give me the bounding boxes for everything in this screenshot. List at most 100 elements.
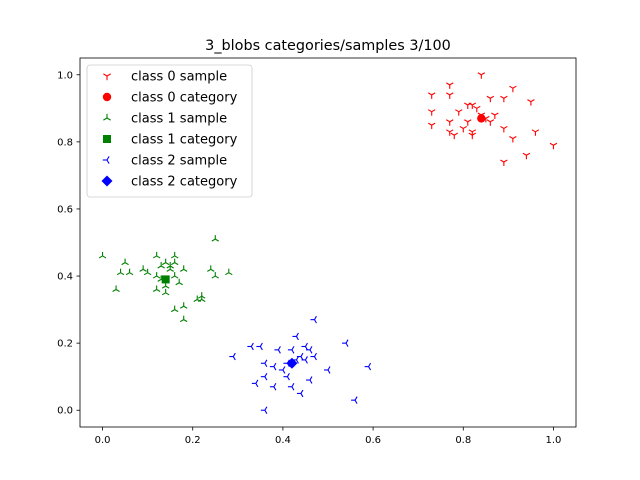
y-tick-label-5: 1.0	[57, 70, 73, 81]
series-2-point-6	[166, 261, 174, 269]
series-2-point-23	[112, 285, 120, 292]
series-2-point-29	[179, 302, 188, 309]
series-0-point-9	[468, 102, 477, 109]
series-4-point-24	[251, 379, 259, 388]
series-0-point-19	[427, 122, 436, 130]
series-0-point-21	[500, 125, 508, 133]
series-0-point-13	[491, 112, 499, 120]
series-2-point-10	[179, 265, 188, 272]
x-tick-label-1: 0.2	[185, 435, 201, 446]
series-2-point-17	[211, 272, 220, 279]
series-0-point-20	[459, 125, 468, 133]
series-4-point-7	[287, 346, 295, 354]
series-2-point-24	[152, 285, 161, 292]
series-4-point-2	[342, 339, 349, 347]
series-2-point-3	[170, 251, 179, 259]
series-2-point-8	[157, 261, 165, 269]
x-tick-label-4: 0.8	[455, 435, 471, 446]
series-0-point-3	[427, 92, 436, 99]
legend-marker-1	[102, 92, 112, 102]
series-4-point-6	[274, 346, 281, 354]
series-1-point-0	[477, 114, 486, 123]
x-tick-label-3: 0.6	[365, 435, 381, 446]
series-0-point-16	[446, 119, 454, 126]
series-0-point-17	[464, 119, 472, 126]
series-2-point-14	[166, 265, 174, 272]
series-4-point-10	[229, 352, 236, 361]
series-0-point-0	[477, 72, 486, 79]
series-2-point-2	[152, 251, 161, 259]
series-4-point-27	[296, 389, 304, 398]
series-1	[477, 114, 486, 123]
series-0	[427, 72, 558, 166]
series-0-point-2	[509, 85, 517, 93]
legend-marker-4	[102, 156, 110, 164]
series-3	[161, 275, 170, 284]
series-2-point-4	[121, 258, 129, 266]
series-4-point-28	[351, 396, 358, 404]
series-4-point-17	[278, 366, 286, 374]
series-4-point-9	[310, 352, 317, 361]
x-tick-label-2: 0.4	[275, 435, 291, 446]
series-0-point-29	[522, 152, 531, 160]
series-4	[229, 315, 372, 414]
series-2-point-16	[225, 268, 233, 276]
legend-label-3: class 1 category	[131, 133, 238, 148]
series-0-point-10	[473, 105, 481, 113]
series-0-point-22	[531, 129, 540, 136]
series-2-point-5	[161, 258, 170, 266]
series-4-point-19	[324, 366, 331, 374]
series-2-point-1	[98, 251, 107, 259]
series-2-point-28	[198, 295, 206, 303]
series-2-point-12	[125, 268, 134, 276]
series-4-point-1	[292, 332, 299, 341]
series-4-point-0	[310, 315, 317, 324]
legend-label-1: class 0 category	[131, 91, 238, 106]
legend-label-5: class 2 category	[131, 175, 238, 190]
series-2-point-25	[161, 288, 170, 296]
series-4-point-25	[269, 383, 277, 391]
series-4-point-4	[256, 342, 263, 351]
series-0-point-7	[527, 99, 535, 106]
series-0-point-12	[455, 109, 463, 116]
y-tick-label-1: 0.2	[57, 339, 73, 350]
series-0-point-24	[468, 132, 477, 140]
series-4-point-20	[364, 362, 372, 371]
series-4-point-26	[287, 383, 295, 391]
series-4-point-3	[247, 342, 254, 351]
chart-title: 3_blobs categories/samples 3/100	[205, 38, 451, 54]
x-tick-label-0: 0.0	[95, 435, 111, 446]
series-0-point-18	[486, 119, 495, 126]
series-4-point-15	[260, 359, 268, 368]
series-2	[98, 235, 233, 323]
series-0-point-23	[446, 129, 454, 136]
series-5	[286, 357, 298, 369]
series-0-point-4	[446, 92, 454, 99]
series-2-point-19	[170, 272, 179, 279]
y-tick-label-4: 0.8	[57, 137, 73, 148]
series-0-point-5	[486, 95, 495, 103]
series-4-point-13	[301, 356, 308, 364]
series-0-point-27	[509, 136, 517, 143]
series-0-point-26	[468, 129, 477, 136]
series-5-point-0	[286, 357, 298, 369]
series-2-point-9	[170, 258, 179, 266]
series-4-point-23	[305, 376, 313, 384]
series-2-point-21	[175, 278, 183, 286]
series-2-point-15	[207, 265, 215, 272]
series-2-point-18	[152, 272, 161, 279]
series-4-point-29	[260, 406, 268, 414]
series-2-point-7	[139, 265, 147, 272]
legend-label-2: class 1 sample	[131, 112, 227, 127]
x-tick-label-5: 1.0	[546, 435, 562, 446]
legend-label-0: class 0 sample	[131, 70, 227, 85]
series-2-point-31	[179, 315, 188, 323]
legend-marker-0	[103, 73, 111, 81]
y-tick-label-2: 0.4	[57, 272, 73, 283]
axes: 0.0 0.2 0.4 0.6 0.8 1.0 0.0 0.2 0.4 0.6 0.8 1.0	[57, 57, 577, 446]
series-0-point-6	[500, 95, 508, 103]
series-2-point-13	[143, 268, 152, 276]
series-4-point-22	[283, 372, 290, 381]
y-tick-label-0: 0.0	[57, 406, 73, 417]
